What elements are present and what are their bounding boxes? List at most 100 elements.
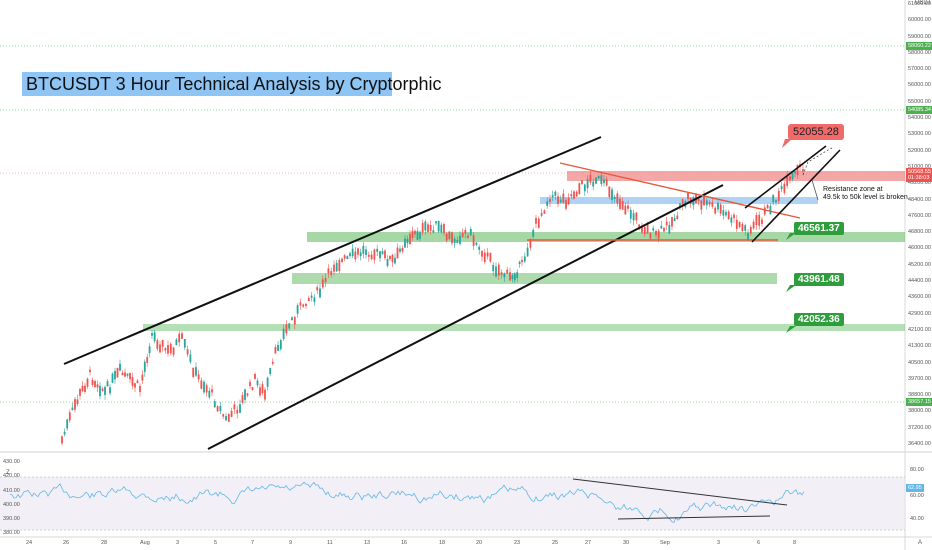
resistance-annotation[interactable]: Resistance zone at 49.5k to 50k level is… xyxy=(823,186,910,202)
candle-body xyxy=(655,230,657,236)
candle-body xyxy=(562,193,565,203)
candle-body xyxy=(511,275,514,280)
candle-body xyxy=(469,228,472,236)
candle-body xyxy=(722,210,725,216)
candle-body xyxy=(796,164,799,176)
candle-body xyxy=(213,401,216,408)
chart-title-box[interactable]: BTCUSDT 3 Hour Technical Analysis by Cry… xyxy=(22,72,442,96)
candle-body xyxy=(302,304,305,307)
support-zone-42052[interactable] xyxy=(143,324,905,331)
candle-body xyxy=(646,223,649,234)
candle-body xyxy=(744,225,747,231)
candlestick-series[interactable] xyxy=(61,160,804,446)
candle-body xyxy=(638,224,641,228)
candle-body xyxy=(440,224,443,233)
candle-body xyxy=(445,233,448,241)
candle-body xyxy=(506,269,509,274)
candle-body xyxy=(489,252,492,262)
price-axis-tick: 49200.00 xyxy=(908,180,931,187)
candle-body xyxy=(557,196,559,204)
candle-body xyxy=(600,175,603,185)
price-tag-current: 50568.55 01:38:03 xyxy=(906,168,932,182)
candle-body xyxy=(124,372,126,377)
candle-body xyxy=(74,399,76,410)
corner-z-marker[interactable]: Z xyxy=(6,470,10,476)
candle-body xyxy=(472,235,475,246)
candle-body xyxy=(794,171,796,174)
price-axis-tick: 46800.00 xyxy=(908,229,931,236)
corner-a-marker[interactable]: A xyxy=(918,540,923,546)
support-zone-43961[interactable] xyxy=(292,273,777,284)
candle-body xyxy=(632,213,635,221)
descending-trendline[interactable] xyxy=(559,162,801,219)
price-axis-tick: 42900.00 xyxy=(908,310,931,317)
wedge-lower-line[interactable] xyxy=(751,149,841,243)
candle-body xyxy=(219,405,222,412)
candle-body xyxy=(535,217,537,224)
candle-body xyxy=(451,232,453,244)
upper-channel-line[interactable] xyxy=(63,136,602,365)
wedge-upper-line[interactable] xyxy=(744,145,827,209)
candle-body xyxy=(708,201,711,205)
candle-body xyxy=(362,245,365,254)
current-price-value: 50568.55 xyxy=(908,169,931,175)
rsi-line[interactable] xyxy=(9,481,805,523)
candle-body xyxy=(791,173,794,180)
candle-body xyxy=(627,205,629,209)
candle-body xyxy=(467,235,469,238)
price-axis-tick: 54000.00 xyxy=(908,115,931,122)
price-tag-58060: 58060.22 xyxy=(906,42,932,50)
time-axis-tick: 5 xyxy=(214,540,218,546)
lower-channel-line[interactable] xyxy=(207,184,724,450)
candle-body xyxy=(379,251,381,259)
candle-body xyxy=(643,227,646,235)
candle-body xyxy=(319,288,321,298)
rsi-divergence-lower[interactable] xyxy=(617,515,771,520)
candle-body xyxy=(416,230,419,240)
price-tag-54085: 54085.34 xyxy=(906,106,932,114)
callout-resistance[interactable]: 52055.28 xyxy=(788,124,844,140)
candle-body xyxy=(225,415,227,421)
time-axis-tick: 27 xyxy=(585,540,592,546)
time-axis-tick: 25 xyxy=(552,540,559,546)
support-zone-46561[interactable] xyxy=(307,232,905,242)
rsi-left-axis-tick: 390.00 xyxy=(3,516,20,522)
candle-body xyxy=(394,257,396,264)
candle-body xyxy=(233,404,236,410)
candle-body xyxy=(649,232,652,239)
candle-body xyxy=(586,179,589,189)
candle-body xyxy=(189,354,192,363)
candle-body xyxy=(178,333,181,343)
price-axis-tick: 53000.00 xyxy=(908,131,931,138)
rsi-left-axis-tick: 420.00 xyxy=(3,473,20,479)
candle-body xyxy=(307,297,310,302)
resistance-zone[interactable] xyxy=(567,171,905,181)
time-axis-tick: 13 xyxy=(364,540,371,546)
broken-resistance-zone[interactable] xyxy=(540,197,818,204)
candle-body xyxy=(789,176,791,181)
candle-body xyxy=(727,211,730,220)
candle-body xyxy=(282,328,285,339)
price-axis-tick: 36400.00 xyxy=(908,441,931,447)
candle-body xyxy=(239,404,241,413)
candle-body xyxy=(608,186,611,197)
candle-body xyxy=(681,199,684,206)
candle-body xyxy=(181,333,183,339)
callout-support-1[interactable]: 46561.37 xyxy=(794,222,844,235)
candle-body xyxy=(327,268,330,274)
candle-body xyxy=(676,215,679,220)
candle-body xyxy=(136,380,139,384)
candle-body xyxy=(277,344,279,351)
rsi-divergence-upper[interactable] xyxy=(572,478,788,506)
candle-body xyxy=(316,287,319,291)
callout-support-3[interactable]: 42052.36 xyxy=(794,313,844,326)
candle-body xyxy=(475,242,478,245)
candle-body xyxy=(261,384,264,394)
candle-body xyxy=(780,186,783,190)
price-axis-tick: 41300.00 xyxy=(908,343,931,350)
candle-body xyxy=(119,363,121,371)
currency-label: USDT xyxy=(915,0,932,6)
candle-body xyxy=(432,230,435,233)
callout-support-2[interactable]: 43961.48 xyxy=(794,273,844,286)
